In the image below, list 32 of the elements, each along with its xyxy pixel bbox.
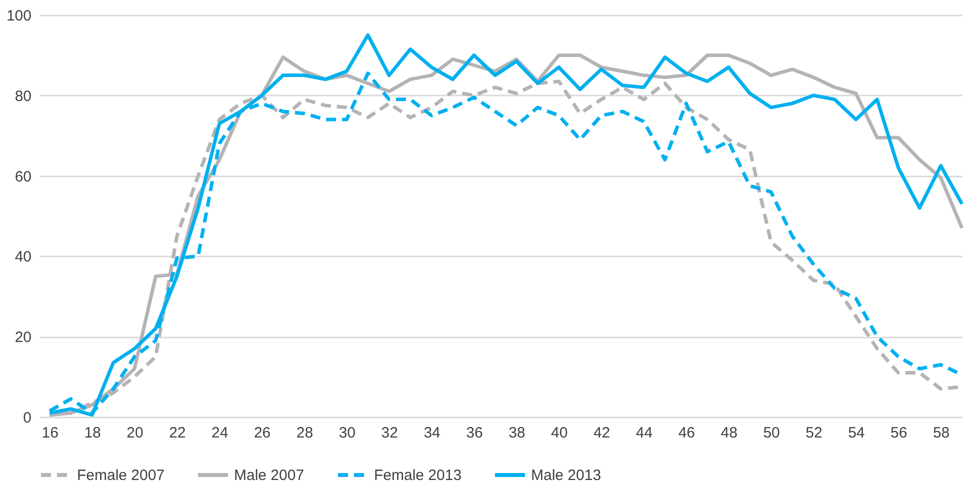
y-tick-label: 100	[6, 8, 32, 24]
y-tick-label: 40	[14, 248, 32, 266]
x-tick-label: 34	[424, 424, 440, 442]
legend-label: Male 2007	[234, 467, 304, 484]
x-tick-label: 54	[848, 424, 865, 442]
x-tick-label: 28	[296, 424, 314, 442]
x-tick-label: 44	[636, 424, 653, 442]
x-tick-label: 24	[212, 424, 228, 442]
x-tick-label: 16	[42, 424, 58, 442]
x-tick-label: 50	[763, 424, 780, 442]
x-tick-label: 36	[466, 424, 483, 442]
y-tick-label: 60	[14, 168, 32, 186]
x-tick-label: 26	[254, 424, 271, 442]
x-tick-label: 32	[381, 424, 398, 442]
x-tick-label: 38	[508, 424, 526, 442]
x-tick-label: 52	[806, 424, 822, 442]
x-tick-label: 30	[338, 424, 356, 442]
legend-label: Female 2007	[77, 467, 165, 484]
x-tick-label: 18	[84, 424, 101, 442]
x-tick-label: 40	[551, 424, 568, 442]
x-tick-label: 56	[890, 424, 908, 442]
x-tick-label: 46	[678, 424, 696, 442]
x-tick-label: 58	[932, 424, 950, 442]
x-tick-label: 22	[169, 424, 186, 442]
legend-label: Male 2013	[531, 467, 602, 484]
x-tick-label: 20	[126, 424, 144, 442]
y-tick-label: 80	[14, 88, 32, 105]
x-tick-label: 42	[593, 424, 610, 442]
y-tick-label: 0	[23, 410, 32, 426]
y-tick-label: 20	[14, 329, 32, 346]
legend-label: Female 2013	[374, 467, 462, 484]
x-tick-label: 48	[720, 424, 738, 442]
